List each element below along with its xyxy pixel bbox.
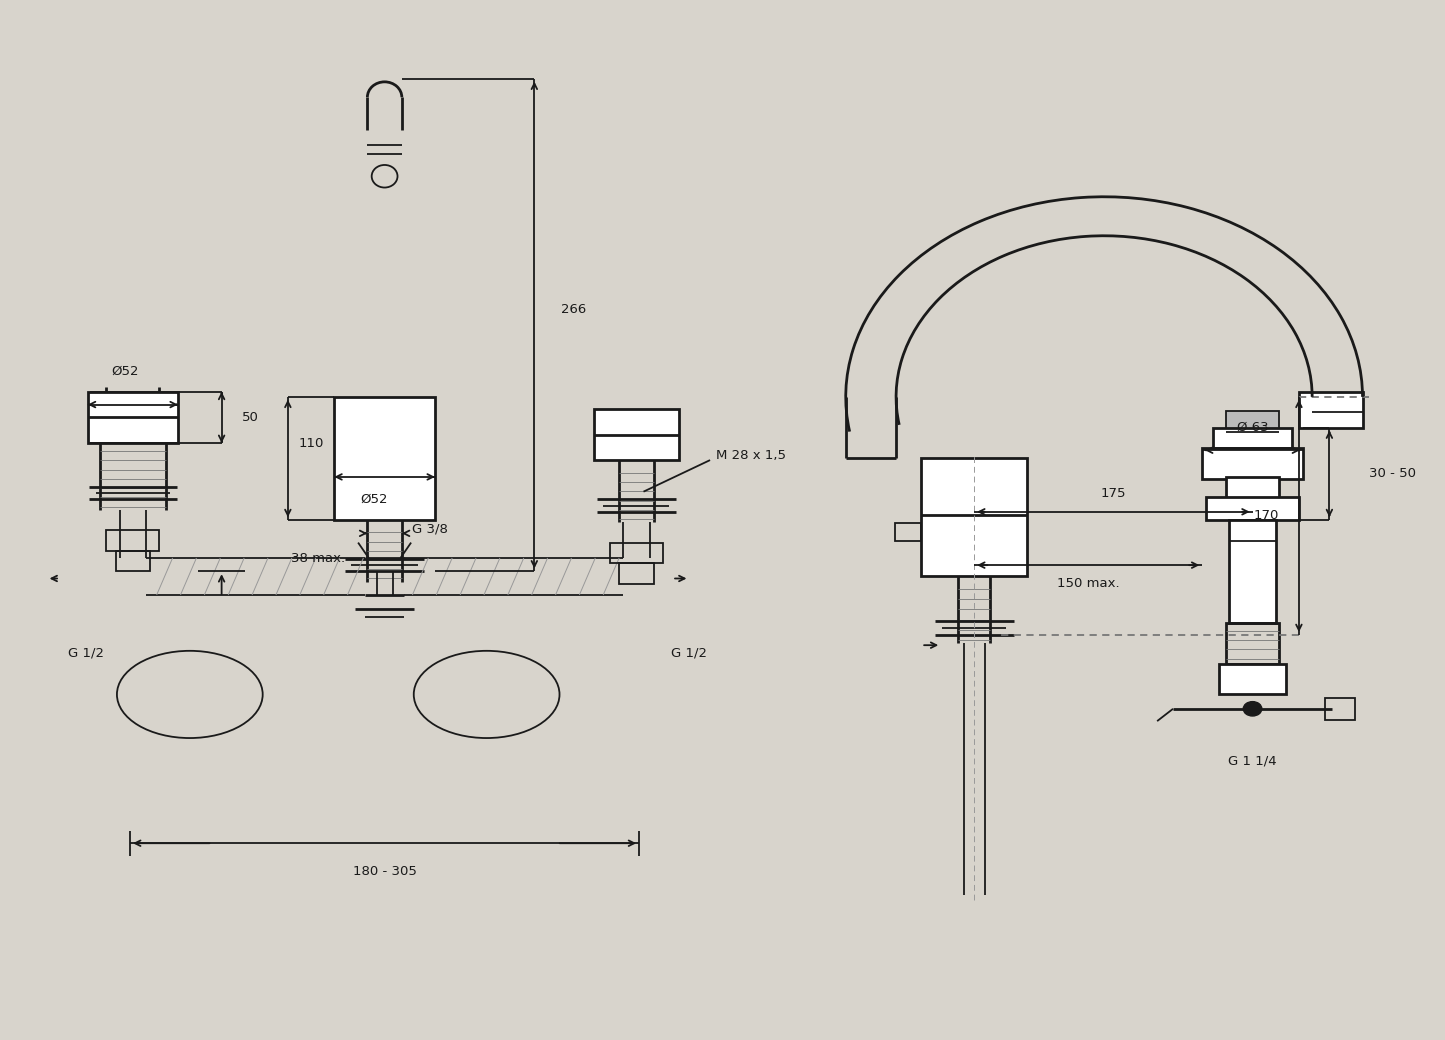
Text: M 28 x 1,5: M 28 x 1,5: [715, 449, 786, 462]
Bar: [1228, 520, 1276, 623]
Text: 110: 110: [299, 437, 325, 449]
Bar: [1325, 698, 1354, 720]
Text: 50: 50: [243, 411, 259, 424]
Bar: [1225, 411, 1279, 427]
Bar: [1207, 497, 1299, 520]
Text: 266: 266: [562, 303, 587, 316]
Bar: [1225, 477, 1279, 499]
Bar: [610, 543, 663, 563]
Text: G 1/2: G 1/2: [672, 647, 708, 660]
Text: 175: 175: [1101, 487, 1126, 500]
Bar: [107, 530, 159, 551]
Bar: [922, 459, 1027, 576]
Circle shape: [1243, 702, 1261, 716]
Text: G 3/8: G 3/8: [412, 523, 448, 536]
Bar: [1220, 664, 1286, 695]
Text: 38 max.: 38 max.: [290, 552, 345, 566]
Text: G 1 1/4: G 1 1/4: [1228, 755, 1277, 768]
Text: 30 - 50: 30 - 50: [1370, 467, 1416, 480]
Bar: [1225, 623, 1279, 664]
Bar: [116, 551, 150, 571]
Bar: [88, 392, 178, 443]
Text: G 1/2: G 1/2: [68, 647, 104, 660]
Text: 170: 170: [1253, 510, 1279, 522]
Bar: [1202, 448, 1303, 479]
Bar: [894, 522, 922, 541]
Bar: [1299, 392, 1363, 427]
Bar: [334, 397, 435, 520]
Bar: [1212, 427, 1292, 448]
Text: 180 - 305: 180 - 305: [353, 865, 416, 879]
Bar: [618, 563, 653, 583]
Text: 150 max.: 150 max.: [1056, 577, 1120, 590]
Text: Ø 63: Ø 63: [1237, 421, 1269, 434]
Text: Ø52: Ø52: [360, 493, 387, 506]
Bar: [594, 409, 679, 461]
Text: Ø52: Ø52: [111, 365, 139, 379]
